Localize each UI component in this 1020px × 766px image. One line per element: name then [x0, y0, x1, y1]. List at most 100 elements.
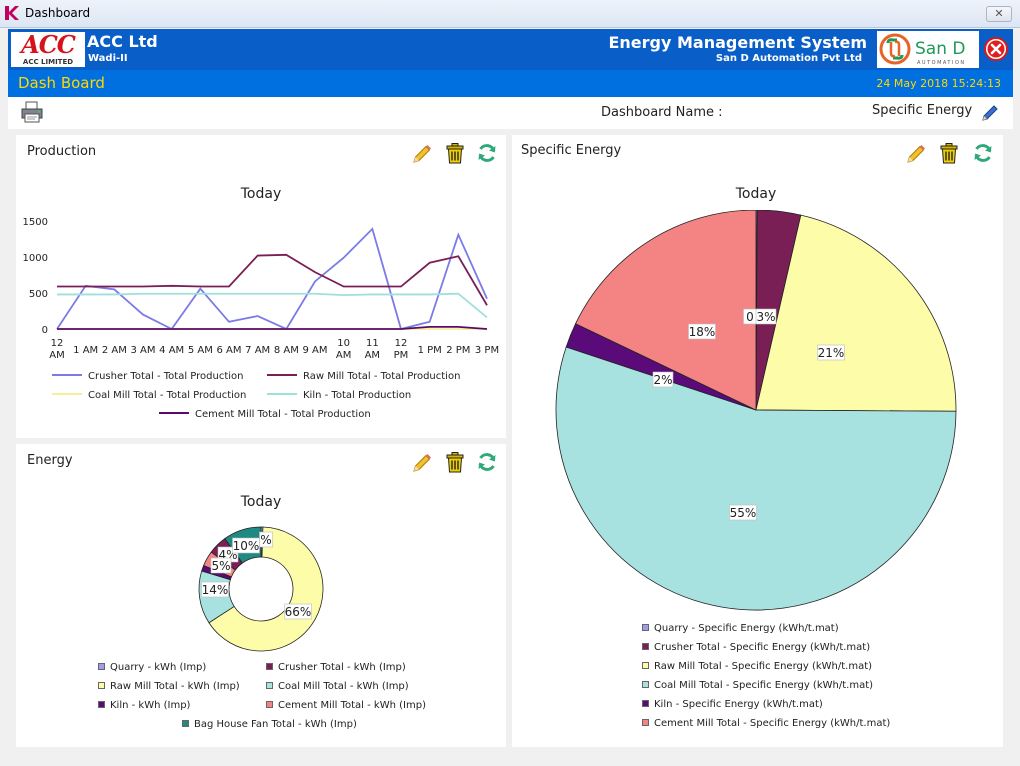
- legend-item[interactable]: Crusher Total - kWh (Imp): [266, 662, 406, 673]
- legend-swatch: [98, 662, 105, 670]
- refresh-icon[interactable]: [476, 451, 498, 473]
- x-tick-label: 6 AM: [216, 345, 241, 356]
- trash-icon[interactable]: [938, 142, 960, 164]
- legend-label: Bag House Fan Total - kWh (Imp): [194, 719, 357, 730]
- pencil-icon[interactable]: [411, 143, 433, 165]
- company-name: ACC Ltd: [87, 32, 158, 51]
- legend-item[interactable]: Cement Mill Total - Specific Energy (kWh…: [642, 718, 890, 729]
- legend-label: Cement Mill Total - Total Production: [195, 409, 371, 420]
- svg-text:18%: 18%: [689, 325, 716, 339]
- legend-label: Crusher Total - Total Production: [88, 371, 244, 382]
- legend-label: Crusher Total - Specific Energy (kWh/t.m…: [654, 642, 871, 653]
- vendor-name: San D Automation Pvt Ltd: [715, 53, 862, 64]
- legend-item[interactable]: Coal Mill Total - Specific Energy (kWh/t…: [642, 680, 873, 691]
- trash-icon[interactable]: [444, 451, 466, 473]
- legend-swatch: [642, 642, 649, 650]
- slice-label: 21%: [817, 344, 845, 361]
- specific-energy-panel-title: Specific Energy: [521, 143, 622, 158]
- slice-label: 2%: [652, 371, 674, 388]
- series-line: [56, 227, 488, 331]
- legend-label: Raw Mill Total - Total Production: [303, 371, 461, 382]
- system-name: Energy Management System: [608, 33, 867, 52]
- legend-item[interactable]: Raw Mill Total - Total Production: [267, 371, 460, 382]
- legend-swatch: [52, 393, 82, 395]
- legend-item[interactable]: Quarry - Specific Energy (kWh/t.mat): [642, 623, 839, 634]
- legend-swatch: [266, 700, 273, 708]
- legend-item[interactable]: Crusher Total - Specific Energy (kWh/t.m…: [642, 642, 870, 653]
- svg-text:0: 0: [746, 310, 754, 324]
- legend-item[interactable]: Cement Mill Total - Total Production: [159, 409, 371, 420]
- sand-automation-logo: San D AUTOMATION: [877, 31, 979, 68]
- legend-item[interactable]: Quarry - kWh (Imp): [98, 662, 206, 673]
- legend-item[interactable]: Cement Mill Total - kWh (Imp): [266, 700, 426, 711]
- slice-label: 55%: [729, 504, 757, 521]
- production-legend: Crusher Total - Total Production Raw Mill…: [16, 371, 506, 431]
- legend-swatch: [642, 680, 649, 688]
- legend-item[interactable]: Raw Mill Total - kWh (Imp): [98, 681, 240, 692]
- legend-swatch: [159, 412, 189, 414]
- x-tick-label: 1 AM: [73, 345, 98, 356]
- legend-label: Cement Mill Total - Specific Energy (kWh…: [654, 718, 891, 729]
- production-line-chart: 0 500 1000 1500 12 AM 1 AM 2 AM 3 AM 4 AM 5 AM 6 AM…: [23, 217, 500, 361]
- legend-label: Kiln - kWh (Imp): [110, 700, 191, 711]
- slice-label: 10%: [232, 537, 260, 554]
- x-tick-label: 5 AM: [188, 345, 213, 356]
- specific-energy-chart-title: Today: [735, 186, 777, 202]
- production-panel-title: Production: [27, 144, 97, 159]
- legend-item[interactable]: Coal Mill Total - kWh (Imp): [266, 681, 409, 692]
- slice-label: 3%: [755, 308, 777, 325]
- svg-text:5%: 5%: [211, 559, 230, 573]
- legend-item[interactable]: Kiln - Total Production: [267, 390, 411, 401]
- legend-item[interactable]: Bag House Fan Total - kWh (Imp): [182, 719, 357, 730]
- legend-swatch: [52, 374, 82, 376]
- x-tick-label: 3 AM: [130, 345, 155, 356]
- printer-icon[interactable]: [20, 101, 44, 123]
- legend-label: Coal Mill Total - Total Production: [88, 390, 247, 401]
- x-tick-label: 12 AM: [49, 338, 64, 361]
- svg-text:2%: 2%: [653, 373, 672, 387]
- pencil-icon[interactable]: [980, 103, 1000, 123]
- svg-text:3%: 3%: [756, 310, 775, 324]
- slice-label: 14%: [201, 581, 229, 598]
- legend-item[interactable]: Crusher Total - Total Production: [52, 371, 243, 382]
- legend-item[interactable]: Raw Mill Total - Specific Energy (kWh/t.…: [642, 661, 872, 672]
- legend-item[interactable]: Coal Mill Total - Total Production: [52, 390, 246, 401]
- dashboard-name-label: Dashboard Name :: [601, 105, 723, 120]
- specific-energy-pie-chart: 0 3% 21% 55% 2% 18%: [555, 210, 957, 611]
- legend-swatch: [98, 700, 105, 708]
- site-name: Wadi-II: [88, 53, 128, 64]
- pie-slice: [755, 214, 957, 412]
- svg-text:10%: 10%: [233, 539, 260, 553]
- refresh-icon[interactable]: [476, 142, 498, 164]
- legend-swatch: [266, 662, 273, 670]
- legend-label: Raw Mill Total - Specific Energy (kWh/t.…: [654, 661, 873, 672]
- slice-label: 66%: [284, 603, 312, 620]
- x-tick-label: 7 AM: [245, 345, 270, 356]
- energy-panel-title: Energy: [27, 453, 73, 468]
- pencil-icon[interactable]: [411, 452, 433, 474]
- y-tick-label: 1500: [23, 217, 48, 228]
- legend-item[interactable]: Kiln - Specific Energy (kWh/t.mat): [642, 699, 823, 710]
- specific-energy-panel: Specific Energy Today 0 3% 21% 55% 2% 18% Qua…: [512, 135, 1003, 747]
- y-tick-label: 0: [42, 325, 48, 336]
- app-k-icon: [5, 6, 19, 20]
- legend-swatch: [267, 393, 297, 395]
- legend-label: Cement Mill Total - kWh (Imp): [278, 700, 426, 711]
- x-tick-label: 11 AM: [365, 338, 380, 361]
- dashboard-toolbar: Dashboard Name : Specific Energy: [8, 97, 1013, 129]
- trash-icon[interactable]: [444, 142, 466, 164]
- legend-item[interactable]: Kiln - kWh (Imp): [98, 700, 190, 711]
- x-tick-label: 8 AM: [274, 345, 299, 356]
- legend-swatch: [642, 661, 649, 669]
- energy-panel: Energy Today % 66% 14% 4% 5% 10% Quarry - kWh…: [16, 444, 506, 747]
- close-circle-icon[interactable]: [984, 37, 1008, 61]
- x-tick-label: 2 AM: [102, 345, 127, 356]
- y-tick-label: 500: [29, 289, 48, 300]
- refresh-icon[interactable]: [972, 142, 994, 164]
- window-title: Dashboard: [25, 6, 91, 20]
- pencil-icon[interactable]: [905, 143, 927, 165]
- window-close-button[interactable]: ✕: [986, 6, 1012, 22]
- y-tick-label: 1000: [23, 253, 48, 264]
- series-line: [57, 292, 488, 319]
- legend-label: Kiln - Total Production: [303, 390, 412, 401]
